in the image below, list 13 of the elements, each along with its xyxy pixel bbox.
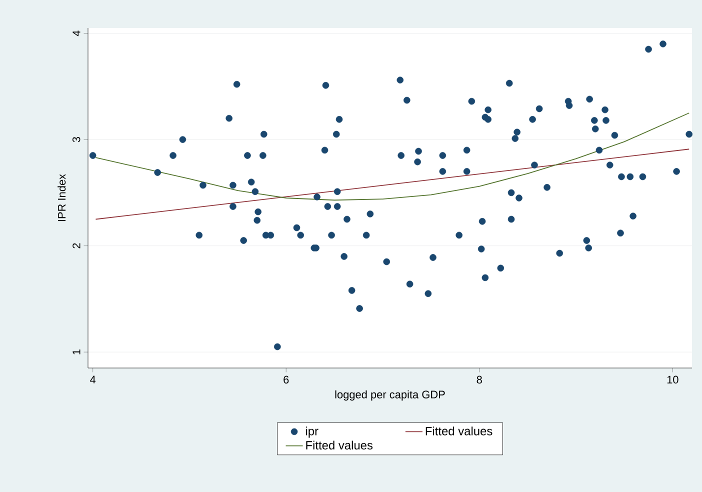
legend-label: Fitted values — [306, 440, 373, 450]
x-tick-label: 8 — [476, 376, 482, 384]
x-axis-title: logged per capita GDP — [335, 390, 445, 401]
x-tick-label: 10 — [667, 376, 678, 384]
y-tick-label: 4 — [72, 30, 80, 36]
legend-label: ipr — [306, 426, 318, 438]
y-tick-label: 3 — [72, 137, 80, 142]
x-tick-label: 6 — [284, 376, 289, 384]
x-tick-label: 4 — [90, 376, 96, 384]
y-axis-title: IPR Index — [58, 174, 66, 222]
y-tick-label: 2 — [72, 243, 80, 248]
y-tick-label: 1 — [72, 350, 80, 354]
legend-label: Fitted values — [426, 426, 492, 436]
